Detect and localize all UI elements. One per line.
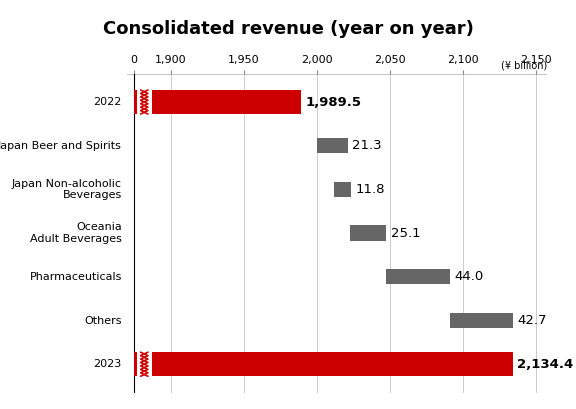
Text: (¥ billion): (¥ billion) <box>501 61 547 71</box>
Text: 1,989.5: 1,989.5 <box>306 96 362 108</box>
Text: 11.8: 11.8 <box>355 183 385 196</box>
Bar <box>134 352 513 376</box>
Bar <box>386 269 450 285</box>
Bar <box>350 225 386 241</box>
Text: 42.7: 42.7 <box>517 314 547 327</box>
Bar <box>134 90 301 114</box>
Text: 21.3: 21.3 <box>352 139 382 152</box>
Text: 2,134.4: 2,134.4 <box>517 358 573 371</box>
Bar <box>137 352 151 377</box>
Text: 25.1: 25.1 <box>391 227 420 240</box>
Bar <box>137 90 151 115</box>
Text: 44.0: 44.0 <box>455 270 484 283</box>
Text: Consolidated revenue (year on year): Consolidated revenue (year on year) <box>103 20 473 38</box>
Bar <box>450 313 513 328</box>
Bar <box>334 182 351 197</box>
Bar <box>317 138 348 153</box>
